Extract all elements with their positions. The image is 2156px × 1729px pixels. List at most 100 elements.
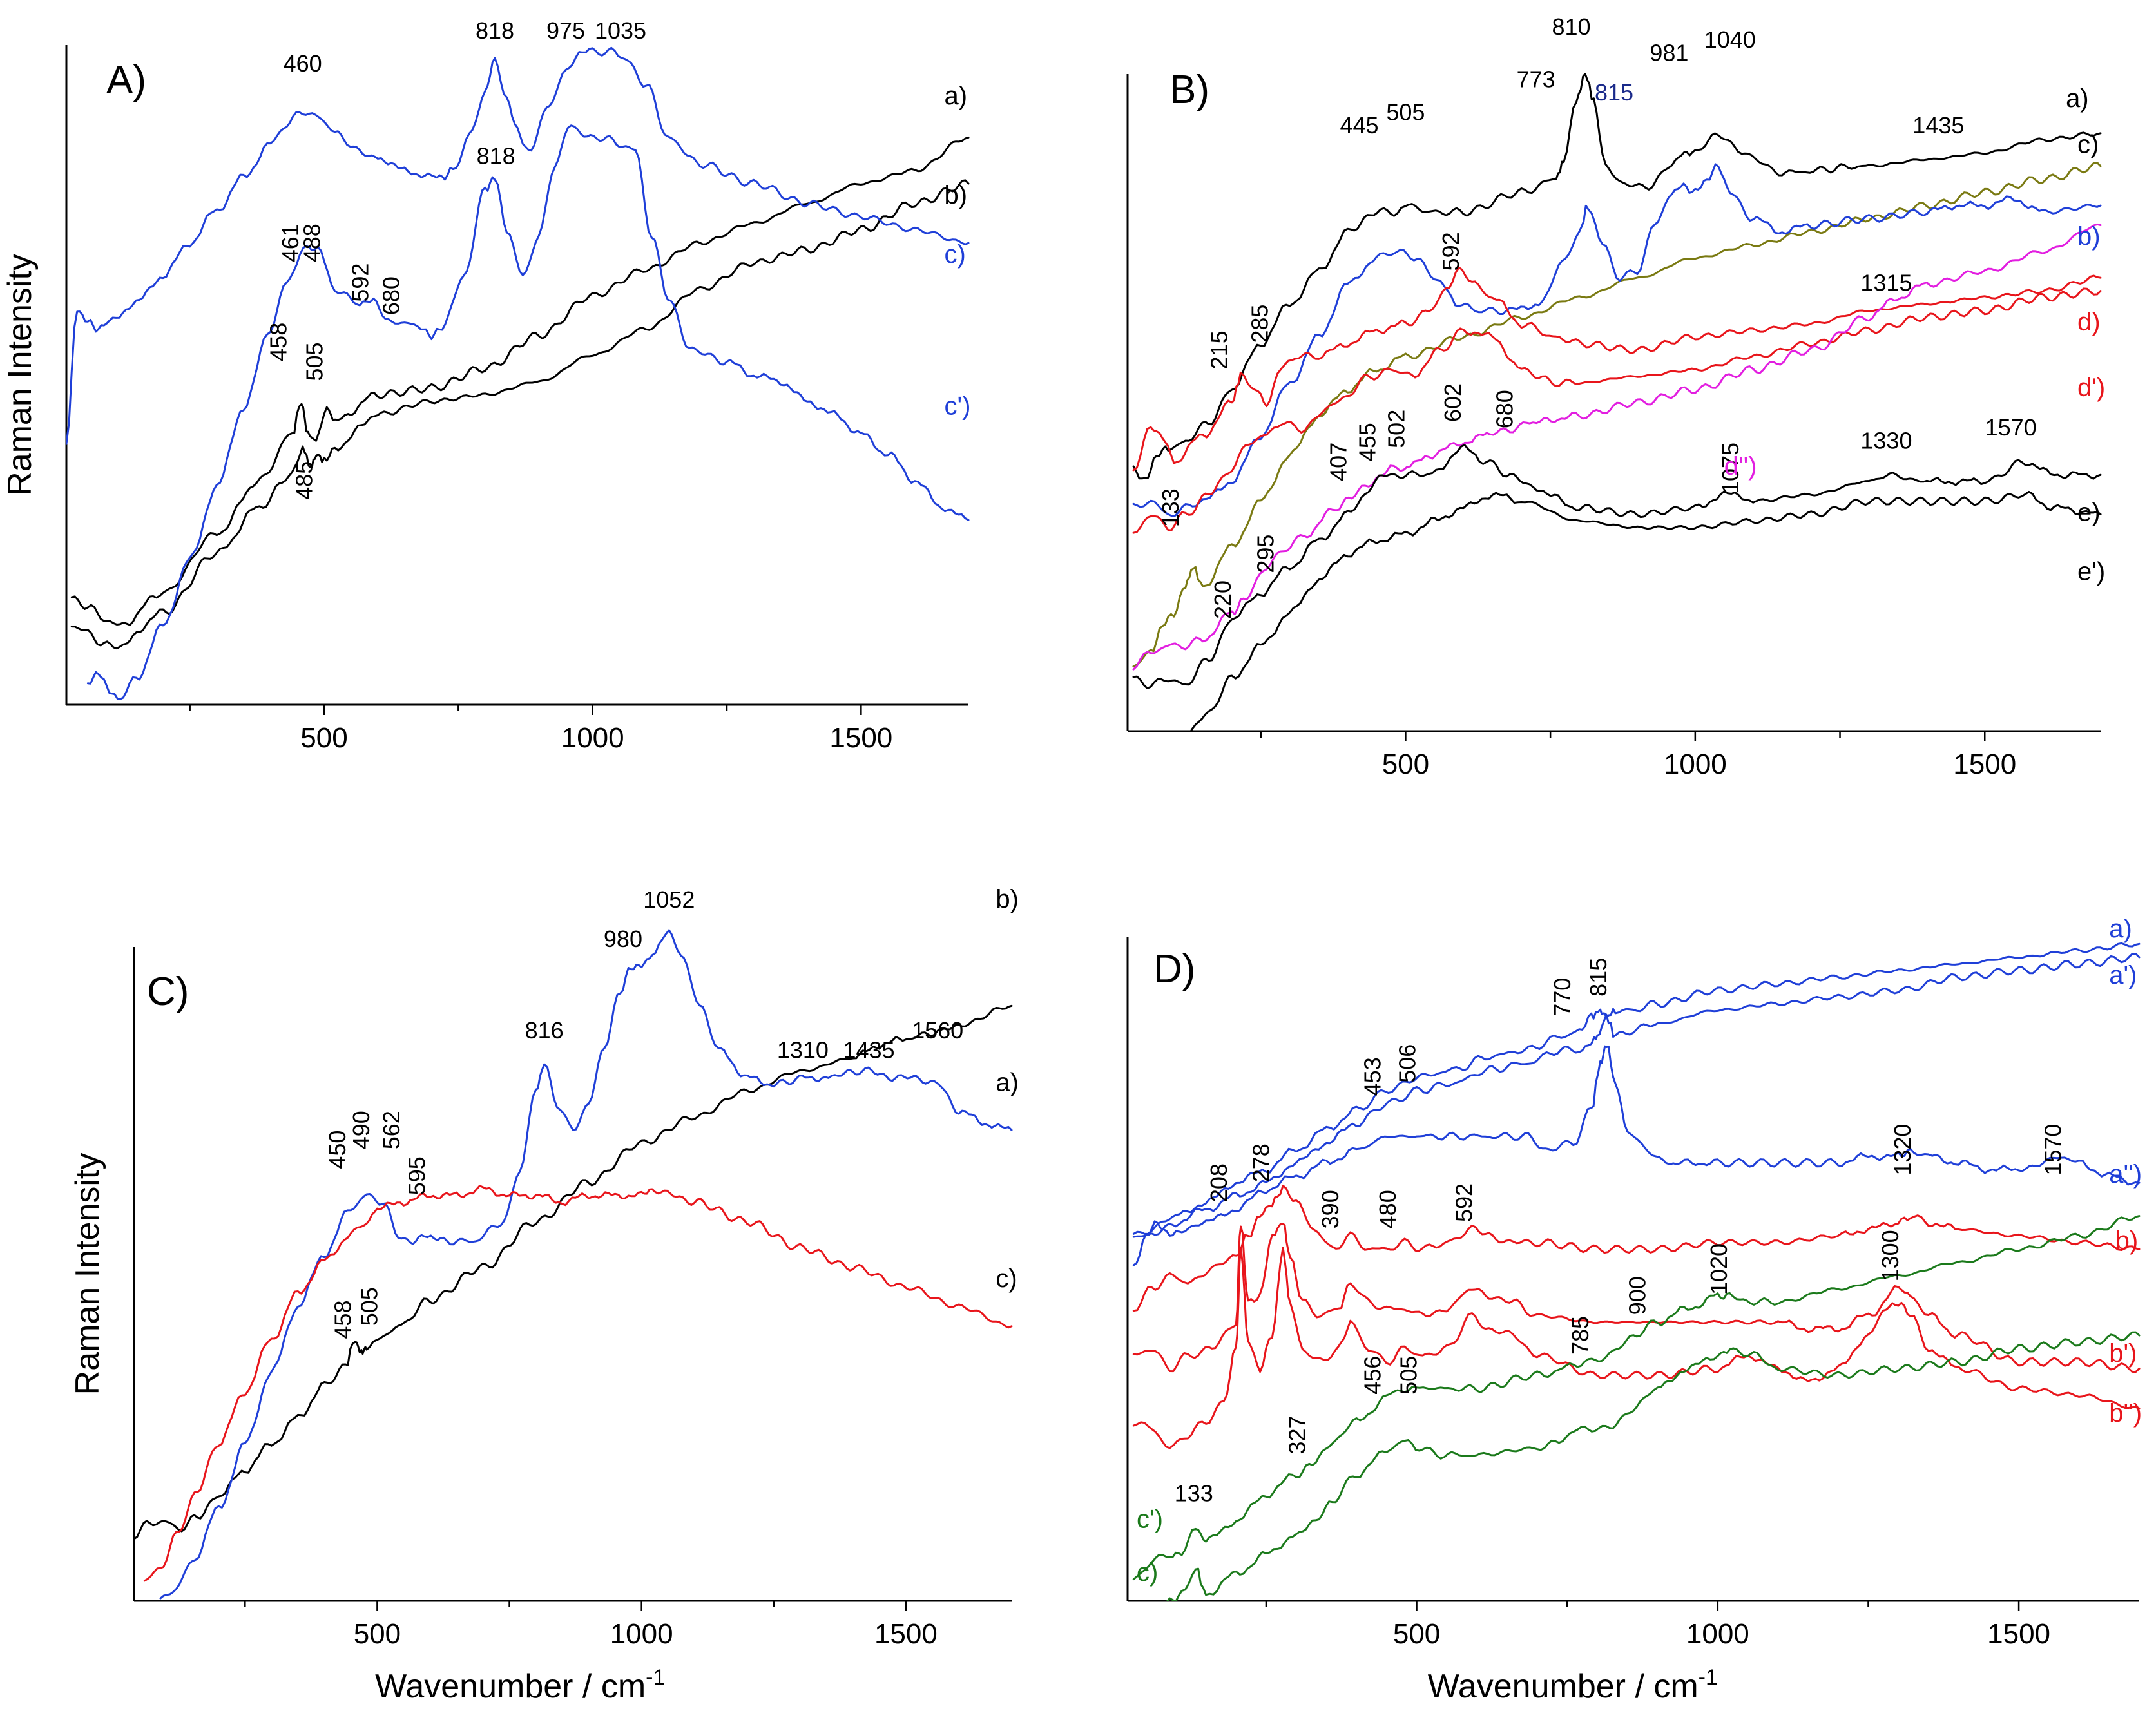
panel-title: C) bbox=[147, 970, 189, 1014]
x-axis-title: Wavenumber / cm-1 bbox=[1428, 1665, 1718, 1705]
peak-label: 981 bbox=[1650, 40, 1688, 66]
peak-label: 980 bbox=[604, 926, 642, 952]
series-line-c0 bbox=[66, 46, 970, 445]
peak-label: 1020 bbox=[1706, 1243, 1732, 1295]
series-line-a1 bbox=[1132, 953, 2141, 1238]
series-line-d2 bbox=[1132, 223, 2102, 671]
peak-label: 455 bbox=[1354, 423, 1381, 461]
peak-label: 458 bbox=[265, 323, 292, 361]
series-line-e1 bbox=[1189, 490, 2102, 731]
peak-label: 562 bbox=[378, 1111, 405, 1149]
series-line-d0 bbox=[1132, 266, 2102, 472]
peak-label: 505 bbox=[1386, 99, 1425, 125]
series-line-a0 bbox=[1132, 942, 2141, 1235]
peak-label: 1035 bbox=[595, 17, 646, 44]
x-tick-label: 500 bbox=[1393, 1618, 1440, 1650]
peak-label: 816 bbox=[525, 1017, 564, 1044]
series-line-c0 bbox=[1132, 162, 2102, 667]
curve-label: e') bbox=[2077, 557, 2105, 586]
peak-label: 773 bbox=[1517, 66, 1555, 92]
x-tick-label: 1500 bbox=[1953, 749, 2016, 780]
panel-c: 500 1000 1500 C) Raman Intensity Wavenumber /… bbox=[69, 885, 1019, 1705]
curve-label: c) bbox=[996, 1265, 1017, 1293]
curve-label: b) bbox=[945, 181, 968, 209]
series-line-e0 bbox=[1132, 444, 2102, 689]
panel-title: D) bbox=[1153, 947, 1195, 991]
peak-label: 488 bbox=[298, 224, 325, 262]
curve-label: a') bbox=[2109, 961, 2137, 989]
series-line-a0 bbox=[1132, 73, 2102, 480]
peak-label: 1075 bbox=[1717, 443, 1744, 494]
x-tick-label: 1000 bbox=[610, 1618, 673, 1650]
x-tick-label: 1000 bbox=[561, 722, 624, 754]
peak-label: 810 bbox=[1552, 14, 1590, 40]
series-line-b0 bbox=[1132, 1184, 2141, 1312]
peak-label: 595 bbox=[403, 1156, 430, 1195]
series-line-b0 bbox=[159, 929, 1013, 1600]
x-tick-label: 1500 bbox=[829, 722, 892, 754]
curve-label: b'') bbox=[2109, 1399, 2142, 1428]
peak-label: 602 bbox=[1439, 383, 1466, 422]
peak-label: 445 bbox=[1340, 112, 1378, 139]
curve-label: c') bbox=[945, 392, 971, 420]
series-line-a0 bbox=[70, 136, 970, 626]
series-line-c0 bbox=[143, 1185, 1013, 1582]
peak-label: 505 bbox=[302, 342, 328, 381]
peak-label: 278 bbox=[1248, 1143, 1275, 1182]
x-tick-label: 500 bbox=[1382, 749, 1429, 780]
curve-label: a) bbox=[996, 1068, 1019, 1096]
peak-label: 818 bbox=[477, 142, 515, 169]
peak-label: 502 bbox=[1383, 410, 1410, 448]
curve-label: d) bbox=[2077, 308, 2101, 336]
curve-label: c) bbox=[945, 240, 966, 269]
series-line-b2 bbox=[1132, 1247, 2141, 1449]
peak-label: 215 bbox=[1206, 330, 1233, 369]
curve-label: c) bbox=[1137, 1558, 1158, 1587]
curve-label: b) bbox=[2077, 222, 2101, 251]
panel-d: 500 1000 1500 D) Wavenumber / cm-1 770 815 453 5… bbox=[1126, 915, 2142, 1705]
peak-label: 480 bbox=[1374, 1190, 1401, 1228]
y-axis-title: Raman Intensity bbox=[1, 254, 39, 496]
series-line-c1 bbox=[1132, 1215, 2141, 1580]
x-tick-label: 1500 bbox=[874, 1618, 938, 1650]
panel-a: 500 1000 1500 A) Raman Intensity 460 818 975 103… bbox=[1, 17, 970, 754]
peak-label: 1052 bbox=[643, 886, 695, 913]
series-line-a0 bbox=[134, 1004, 1013, 1540]
curve-label: b) bbox=[2115, 1227, 2139, 1255]
peak-label: 975 bbox=[546, 17, 585, 44]
peak-label: 592 bbox=[1451, 1183, 1477, 1222]
peak-label: 1570 bbox=[2040, 1124, 2066, 1176]
peak-label: 460 bbox=[284, 50, 322, 77]
peak-label: 1300 bbox=[1877, 1230, 1903, 1281]
curve-label: b') bbox=[2109, 1339, 2137, 1368]
peak-label: 1310 bbox=[777, 1037, 829, 1064]
x-tick-label: 500 bbox=[300, 722, 347, 754]
peak-label: 450 bbox=[324, 1131, 351, 1169]
peak-label: 785 bbox=[1567, 1316, 1593, 1355]
series-line-b1 bbox=[1132, 1223, 2141, 1373]
peak-label: 1040 bbox=[1704, 26, 1756, 53]
peak-label: 815 bbox=[1585, 958, 1612, 997]
curve-label: b) bbox=[996, 885, 1019, 913]
peak-label: 1315 bbox=[1860, 270, 1912, 296]
peak-label: 818 bbox=[476, 17, 514, 44]
peak-label: 770 bbox=[1549, 978, 1575, 1017]
curve-label: d') bbox=[2077, 374, 2105, 402]
x-tick-label: 500 bbox=[354, 1618, 401, 1650]
peak-label: 505 bbox=[1396, 1356, 1422, 1395]
peak-label: 407 bbox=[1325, 443, 1352, 481]
peak-label: 815 bbox=[1595, 79, 1633, 106]
curve-label: c) bbox=[2077, 130, 2099, 158]
peak-label: 680 bbox=[378, 276, 405, 315]
peak-label: 285 bbox=[1247, 305, 1273, 343]
peak-label: 490 bbox=[348, 1111, 374, 1149]
peak-label: 133 bbox=[1175, 1480, 1213, 1507]
curve-label: a) bbox=[2109, 915, 2132, 943]
peak-label: 327 bbox=[1284, 1415, 1311, 1454]
peak-label: 295 bbox=[1253, 535, 1279, 573]
peak-label: 592 bbox=[1438, 232, 1464, 271]
peak-label: 680 bbox=[1492, 390, 1518, 428]
peak-label: 1435 bbox=[843, 1037, 894, 1064]
series-line-a2 bbox=[1132, 1045, 2141, 1266]
peak-label: 456 bbox=[1360, 1356, 1386, 1395]
